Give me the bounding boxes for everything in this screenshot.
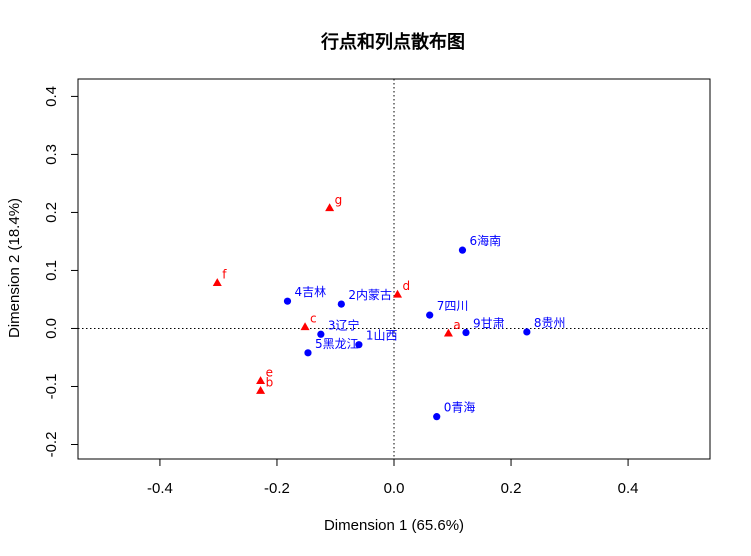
row-point [283,297,292,305]
y-tick-label: 0.1 [43,260,60,281]
column-point [256,386,266,394]
y-tick-label: 0.2 [43,202,60,223]
x-tick-label: 0.2 [501,480,522,497]
row-point-label: 7四川 [437,299,469,313]
y-tick-label: 0.3 [43,144,60,165]
column-point-label: d [403,279,411,293]
column-point [212,278,222,287]
data-marks [212,203,531,421]
y-tick-label: -0.2 [43,432,60,458]
x-tick-label: -0.2 [264,480,290,497]
y-tick-label: 0.4 [43,86,60,107]
row-point [433,413,441,421]
x-axis-label: Dimension 1 (65.6%) [324,517,464,534]
column-point-label: a [453,318,460,332]
column-point-label: b [266,376,274,390]
y-tick-label: 0.0 [43,318,60,339]
x-tick-label: -0.4 [147,480,173,497]
row-point-label: 3辽宁 [328,317,360,332]
row-point [462,328,470,337]
point-labels: 0青海 1山西 2内蒙古 3辽宁 4吉林 5黑龙江 6海南 7四川 8贵州 9甘肃 a b c d e f g [222,193,565,415]
column-point [325,203,335,212]
column-point-label: e [266,366,273,380]
column-point-label: g [335,193,343,207]
column-point [393,289,403,298]
row-point [317,330,325,338]
row-point [355,341,363,349]
row-point-label: 5黑龙江 [315,337,359,351]
chart-title: 行点和列点散布图 [320,31,465,53]
row-point-label: 4吉林 [294,285,326,299]
column-point [256,376,266,385]
row-point [426,311,434,319]
row-point [523,328,531,336]
column-point-label: c [310,312,317,326]
row-point-label: 6海南 [469,233,501,248]
x-tick-label: 0.0 [384,480,405,497]
column-point [300,322,310,331]
y-tick-label: -0.1 [43,374,60,400]
row-point-label: 0青海 [444,400,476,415]
row-point [458,246,467,254]
row-point-label: 2内蒙古 [348,287,392,302]
row-point [337,300,345,308]
column-point [443,328,453,337]
row-point-label: 8贵州 [534,316,566,330]
x-tick-label: 0.4 [618,480,639,497]
axes: -0.4 -0.2 0.0 0.2 0.4 -0.2 -0.1 0.0 0.1 0.2 0.3 0.4 [43,86,639,497]
column-point-label: f [222,268,227,282]
reference-lines [78,79,710,459]
y-axis-label: Dimension 2 (18.4%) [6,198,23,338]
row-point-label: 1山西 [366,329,398,343]
row-point-label: 9甘肃 [473,317,505,331]
row-point [304,349,312,357]
